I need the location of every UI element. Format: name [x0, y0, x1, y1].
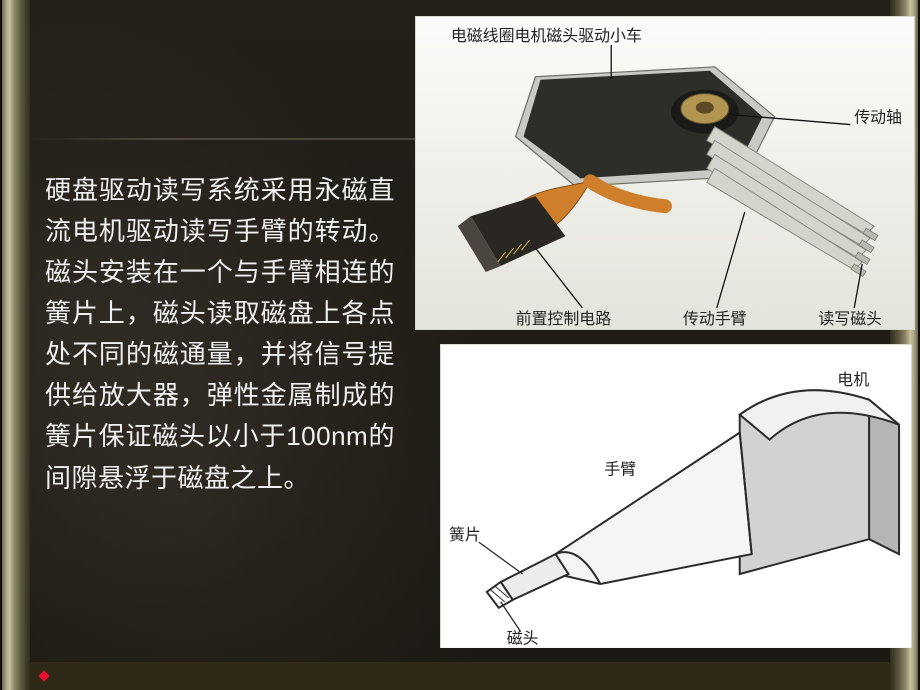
label-arm: 手臂: [604, 460, 636, 478]
body-text: 硬盘驱动读写系统采用永磁直流电机驱动读写手臂的转动。磁头安装在一个与手臂相连的簧…: [45, 170, 395, 499]
label-reed: 簧片: [449, 526, 481, 544]
figure-actuator-photo: 电磁线圈电机磁头驱动小车 传动轴 前置控制电路 传动手臂 读写磁头: [415, 16, 915, 330]
label-preamp: 前置控制电路: [516, 310, 612, 328]
actuator-arm-stack: [707, 127, 874, 270]
label-drive-shaft: 传动轴: [854, 109, 902, 127]
label-actuator-arm: 传动手臂: [683, 310, 747, 328]
label-rw-head: 读写磁头: [818, 310, 882, 328]
label-head: 磁头: [507, 630, 539, 648]
decorative-border-left: [0, 0, 30, 690]
label-motor: 电机: [837, 371, 869, 389]
footer-strip: [30, 662, 890, 690]
figure-arm-lineart: 电机 手臂 簧片 磁头: [440, 344, 912, 648]
label-motor-carriage: 电磁线圈电机磁头驱动小车: [451, 27, 642, 45]
slide-stage: 硬盘驱动读写系统采用永磁直流电机驱动读写手臂的转动。磁头安装在一个与手臂相连的簧…: [30, 0, 890, 690]
